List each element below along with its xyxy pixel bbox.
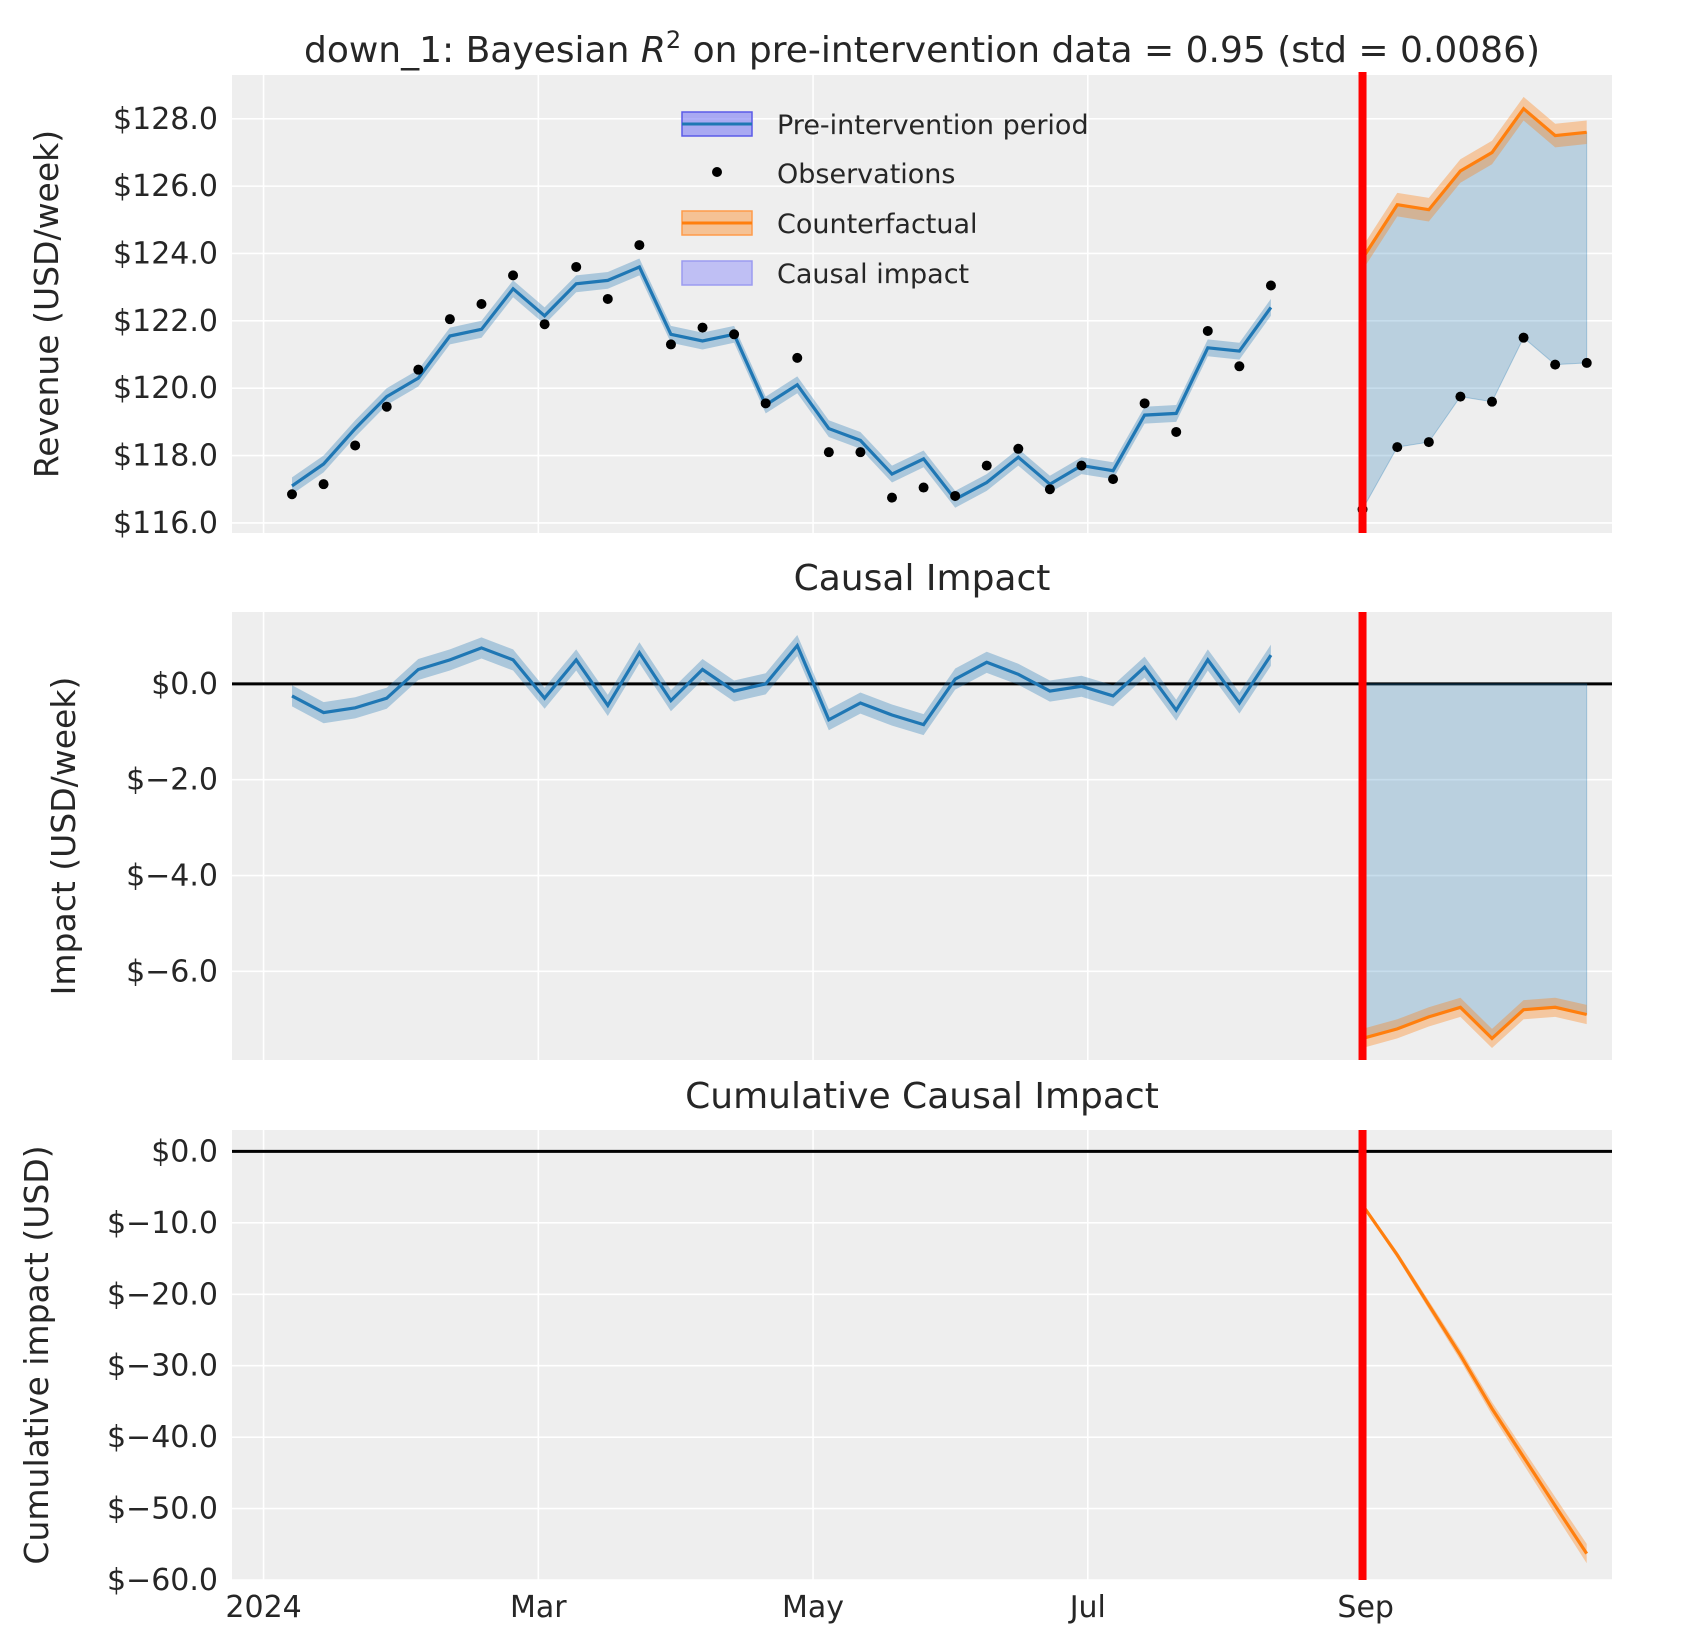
observation-point bbox=[508, 270, 519, 281]
observation-point bbox=[571, 261, 582, 272]
legend-observations-label: Observations bbox=[777, 159, 955, 190]
y-tick-label: $−60.0 bbox=[107, 1563, 218, 1598]
revenue-grid bbox=[232, 75, 1612, 533]
x-axis-ticks: 2024 Mar May Jul Sep bbox=[225, 1590, 1394, 1625]
observation-point bbox=[1265, 280, 1276, 291]
observation-point bbox=[1518, 332, 1529, 343]
impact-plot-area bbox=[232, 612, 1612, 1060]
y-tick-label: $128.0 bbox=[113, 102, 218, 137]
revenue-panel-title: down_1: Bayesian R2 on pre-intervention … bbox=[304, 26, 1540, 71]
observation-point bbox=[539, 319, 550, 330]
y-tick-label: $120.0 bbox=[113, 371, 218, 406]
y-tick-label: $0.0 bbox=[151, 1134, 218, 1169]
legend-counterfactual-label: Counterfactual bbox=[777, 209, 978, 240]
observation-point bbox=[1423, 437, 1434, 448]
impact-post-line bbox=[1362, 1005, 1588, 1041]
observation-point bbox=[1013, 443, 1024, 454]
observation-point bbox=[350, 440, 361, 451]
y-tick-label: $122.0 bbox=[113, 304, 218, 339]
impact-band bbox=[292, 635, 1271, 736]
cumulative-marks bbox=[232, 1130, 1612, 1580]
impact-area bbox=[1362, 683, 1588, 1040]
x-tick-label: May bbox=[782, 1590, 844, 1625]
x-tick-label: Sep bbox=[1337, 1590, 1394, 1625]
cumulative-plot-area bbox=[232, 1130, 1612, 1580]
x-tick-label: Jul bbox=[1068, 1590, 1106, 1625]
revenue-panel: $116.0 $118.0 $120.0 $122.0 $124.0 $126.0 $128… bbox=[27, 26, 1612, 541]
impact-y-ticks: $0.0 $−2.0 $−4.0 $−6.0 bbox=[126, 667, 218, 989]
observation-point bbox=[1108, 474, 1119, 485]
y-tick-label: $−6.0 bbox=[126, 954, 218, 989]
y-tick-label: $−2.0 bbox=[126, 763, 218, 798]
observation-point bbox=[1550, 359, 1561, 370]
impact-y-axis-label: Impact (USD/week) bbox=[44, 677, 83, 996]
observation-point bbox=[823, 447, 834, 458]
x-tick-label: Mar bbox=[510, 1590, 567, 1625]
x-tick-label: 2024 bbox=[225, 1590, 301, 1625]
observation-point bbox=[381, 401, 392, 412]
y-tick-label: $−40.0 bbox=[107, 1420, 218, 1455]
cumulative-band bbox=[1362, 1202, 1587, 1564]
impact-marks bbox=[232, 612, 1612, 1060]
y-tick-label: $−4.0 bbox=[126, 859, 218, 894]
impact-pre-line bbox=[291, 642, 1273, 727]
y-tick-label: $118.0 bbox=[113, 439, 218, 474]
revenue-y-ticks: $116.0 $118.0 $120.0 $122.0 $124.0 $126.0 $128… bbox=[113, 102, 218, 541]
observation-point bbox=[318, 479, 329, 490]
observation-point bbox=[760, 398, 771, 409]
observation-point bbox=[981, 460, 992, 471]
observation-point bbox=[665, 339, 676, 350]
legend-impact-patch bbox=[681, 260, 753, 286]
observation-point bbox=[602, 293, 613, 304]
legend-impact-label: Causal impact bbox=[777, 259, 969, 290]
y-tick-label: $0.0 bbox=[151, 667, 218, 702]
impact-panel: $0.0 $−2.0 $−4.0 $−6.0 Causal Impact Impact… bbox=[44, 558, 1612, 1060]
observation-point bbox=[476, 299, 487, 309]
observation-point bbox=[697, 322, 708, 333]
observation-point bbox=[287, 489, 297, 500]
y-tick-label: $116.0 bbox=[113, 506, 218, 541]
observation-point bbox=[887, 492, 897, 503]
y-tick-label: $124.0 bbox=[113, 236, 218, 271]
observation-point bbox=[444, 314, 455, 325]
observation-point bbox=[1455, 391, 1466, 402]
y-tick-label: $−30.0 bbox=[107, 1349, 218, 1384]
observation-point bbox=[1139, 398, 1150, 409]
legend: Pre-intervention period Observations Cou… bbox=[681, 110, 1089, 290]
observation-point bbox=[918, 482, 929, 493]
observation-point bbox=[792, 352, 803, 363]
model-fit-line bbox=[291, 264, 1273, 502]
observation-point bbox=[1392, 442, 1403, 453]
observation-point bbox=[634, 240, 645, 251]
observation-point bbox=[1076, 460, 1087, 471]
observation-point bbox=[1234, 361, 1245, 372]
observation-point bbox=[1487, 396, 1497, 407]
cumulative-panel-title: Cumulative Causal Impact bbox=[685, 1076, 1159, 1117]
counterfactual-line bbox=[1361, 106, 1587, 260]
legend-observation-marker bbox=[712, 167, 722, 177]
cumulative-y-ticks: $0.0 $−10.0 $−20.0 $−30.0 $−40.0 $−50.0 $−60.0 bbox=[107, 1134, 218, 1598]
cumulative-line bbox=[1361, 1204, 1589, 1555]
y-tick-label: $−20.0 bbox=[107, 1277, 218, 1312]
y-tick-label: $−50.0 bbox=[107, 1492, 218, 1527]
legend-pre-label: Pre-intervention period bbox=[777, 110, 1089, 141]
y-tick-label: $126.0 bbox=[113, 169, 218, 204]
cumulative-panel: $0.0 $−10.0 $−20.0 $−30.0 $−40.0 $−50.0 $−60.0… bbox=[17, 1076, 1612, 1598]
observation-point bbox=[1044, 484, 1055, 495]
observation-point bbox=[413, 364, 424, 375]
observation-point bbox=[729, 329, 740, 340]
y-tick-label: $−10.0 bbox=[107, 1206, 218, 1241]
observation-point bbox=[1171, 426, 1182, 437]
revenue-plot-area bbox=[232, 75, 1612, 533]
observation-point bbox=[1581, 357, 1592, 368]
impact-panel-title: Causal Impact bbox=[794, 558, 1051, 599]
cumulative-y-axis-label: Cumulative impact (USD) bbox=[17, 1145, 56, 1564]
revenue-y-axis-label: Revenue (USD/week) bbox=[27, 130, 66, 478]
observation-point bbox=[855, 447, 866, 458]
observation-point bbox=[1202, 325, 1213, 336]
observation-point bbox=[950, 490, 961, 501]
revenue-marks bbox=[287, 72, 1592, 533]
